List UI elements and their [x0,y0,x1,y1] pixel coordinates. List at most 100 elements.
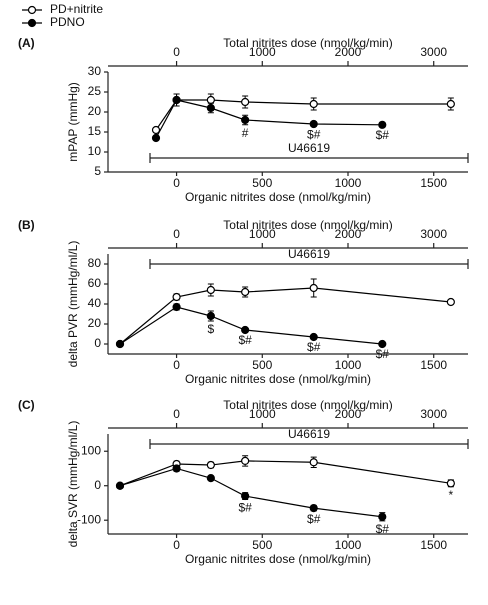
top-axis-title: Total nitrites dose (nmol/kg/min) [223,398,392,412]
top-axis-title: Total nitrites dose (nmol/kg/min) [223,218,392,232]
significance-label: $# [307,128,321,142]
data-point [115,481,125,490]
significance-label: # [242,126,249,140]
y-tick-label: 80 [88,256,102,270]
data-point [206,460,215,470]
x-tick-label: 500 [252,358,272,372]
panel-label: (A) [18,36,35,50]
x-tick-label: 500 [252,176,272,190]
panel-label: (C) [18,398,35,412]
x-axis-title: Organic nitrites dose (nmol/kg/min) [185,372,371,386]
y-tick-label: 20 [88,316,102,330]
significance-label: $# [376,347,390,361]
data-point [151,125,161,135]
top-tick-label: 3000 [420,227,447,241]
data-point [309,119,318,129]
annotation: U46619 [288,427,330,441]
data-point [241,491,250,501]
y-tick-label: 0 [94,478,101,492]
significance-label: $# [376,128,390,142]
legend-marker [27,5,37,15]
data-point [206,285,215,295]
data-point [172,95,181,105]
data-point [241,97,250,107]
top-tick-label: 0 [173,407,180,421]
data-point [172,292,181,302]
legend-label: PD+nitrite [50,2,103,16]
data-point [151,133,161,143]
y-tick-label: 0 [94,336,101,350]
data-point [446,99,455,109]
annotation: U46619 [288,141,330,155]
x-axis-title: Organic nitrites dose (nmol/kg/min) [185,190,371,204]
data-point [378,512,387,521]
series-line [119,467,383,518]
series-line [119,460,451,487]
significance-label: $# [238,333,252,347]
data-point [309,504,318,513]
data-point [378,120,387,129]
data-point [206,311,215,321]
significance-label: $# [238,501,252,515]
data-point [241,325,250,335]
data-point [241,115,250,125]
significance-label: $# [307,340,321,354]
significance-label: $ [208,322,215,336]
x-tick-label: 1000 [335,358,362,372]
x-tick-label: 1500 [420,176,447,190]
data-point [446,479,455,488]
data-point [309,99,318,109]
series-line [119,287,451,345]
significance-label: $# [376,522,390,536]
data-point [378,339,387,349]
x-tick-label: 0 [173,538,180,552]
significance-label: * [449,488,454,502]
y-axis-title: delta PVR (mmHg/ml/L) [66,241,80,368]
data-point [309,283,318,293]
y-tick-label: 40 [88,296,102,310]
top-tick-label: 2000 [335,45,362,59]
data-point [241,456,250,465]
y-axis-title: delta SVR (mmHg/ml/L) [66,421,80,548]
top-tick-label: 3000 [420,407,447,421]
y-tick-label: 25 [88,84,102,98]
x-tick-label: 500 [252,538,272,552]
annotation: U46619 [288,247,330,261]
data-point [206,95,215,105]
top-tick-label: 1000 [249,227,276,241]
top-tick-label: 2000 [335,407,362,421]
top-tick-label: 0 [173,45,180,59]
x-axis-title: Organic nitrites dose (nmol/kg/min) [185,552,371,566]
data-point [309,332,318,342]
y-axis-title: mPAP (mmHg) [66,82,80,162]
legend-marker [27,18,37,28]
x-tick-label: 1500 [420,358,447,372]
legend-label: PDNO [50,15,85,29]
series-line [155,99,383,139]
top-tick-label: 0 [173,227,180,241]
top-tick-label: 2000 [335,227,362,241]
x-tick-label: 1000 [335,538,362,552]
x-tick-label: 1000 [335,176,362,190]
panel-label: (B) [18,218,35,232]
top-tick-label: 1000 [249,407,276,421]
x-tick-label: 0 [173,176,180,190]
top-tick-label: 3000 [420,45,447,59]
data-point [206,474,215,483]
y-tick-label: 30 [88,64,102,78]
y-tick-label: 10 [88,144,102,158]
y-tick-label: 20 [88,104,102,118]
y-tick-label: 60 [88,276,102,290]
x-tick-label: 1500 [420,538,447,552]
x-tick-label: 0 [173,358,180,372]
y-tick-label: 15 [88,124,102,138]
significance-label: $# [307,512,321,526]
series-line [155,99,451,131]
series-line [119,306,383,345]
y-tick-label: 100 [81,443,101,457]
data-point [172,302,181,312]
y-tick-label: 5 [94,164,101,178]
data-point [172,464,181,473]
data-point [241,287,250,297]
data-point [115,339,125,349]
